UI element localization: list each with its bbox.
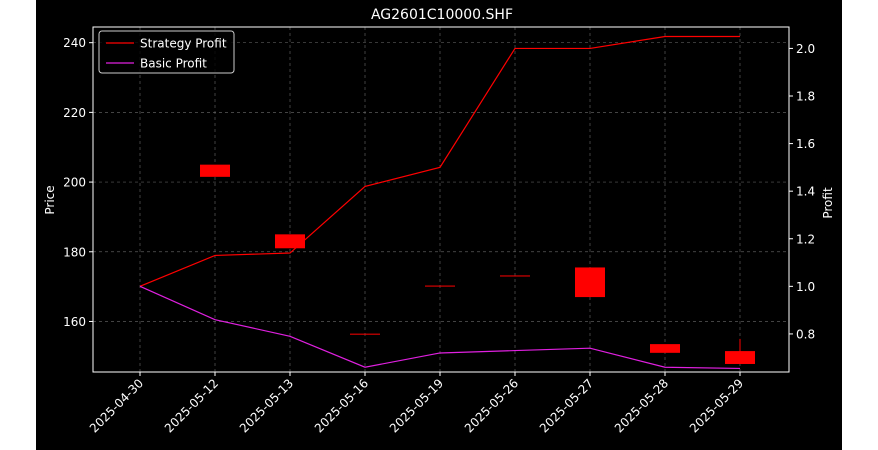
profit-line-basic-profit	[139, 285, 741, 370]
x-tick-label: 2025-05-26	[462, 376, 521, 435]
chart-svg: AG2601C10000.SHF 160 180 200 220 240 0.8 1.0 1…	[43, 7, 835, 435]
legend-label-basic: Basic Profit	[140, 57, 207, 71]
x-tick-label: 2025-05-16	[312, 376, 371, 435]
plot-frame	[92, 26, 790, 373]
right-y-tick-label: 1.2	[796, 232, 815, 246]
candle-body	[725, 351, 755, 364]
right-y-tick-label: 0.8	[796, 327, 815, 341]
x-tick-label: 2025-04-30	[87, 376, 146, 435]
left-y-tick-label: 220	[63, 106, 86, 120]
candle-body	[200, 164, 230, 177]
legend-label-strategy: Strategy Profit	[140, 37, 227, 51]
x-tick-label: 2025-05-27	[537, 376, 596, 435]
x-axis: 2025-04-30 2025-05-12 2025-05-13 2025-05-16…	[87, 372, 746, 435]
candle-body	[575, 267, 605, 298]
x-tick-label: 2025-05-29	[687, 376, 746, 435]
candles	[200, 164, 755, 364]
profit-line-strategy-profit	[139, 35, 740, 287]
left-y-tick-label: 240	[63, 36, 86, 50]
left-y-axis: 160 180 200 220 240	[63, 36, 93, 329]
profit-lines	[139, 35, 741, 370]
right-y-tick-label: 1.4	[796, 185, 815, 199]
candle-body	[425, 285, 455, 287]
chart-figure: AG2601C10000.SHF 160 180 200 220 240 0.8 1.0 1…	[36, 0, 842, 450]
right-y-tick-label: 1.0	[796, 280, 815, 294]
candle-body	[500, 275, 530, 277]
left-y-axis-label: Price	[43, 185, 57, 214]
right-y-tick-label: 1.8	[796, 90, 815, 104]
candle-body	[275, 234, 305, 249]
x-tick-label: 2025-05-13	[237, 376, 296, 435]
left-y-tick-label: 180	[63, 245, 86, 259]
candle-body	[650, 344, 680, 353]
left-y-tick-label: 200	[63, 176, 86, 190]
left-y-tick-label: 160	[63, 315, 86, 329]
candle-body	[350, 333, 380, 335]
x-tick-label: 2025-05-28	[612, 376, 671, 435]
right-y-tick-label: 2.0	[796, 42, 815, 56]
legend: Strategy Profit Basic Profit	[98, 30, 235, 74]
gridlines	[93, 27, 789, 372]
right-y-tick-label: 1.6	[796, 137, 815, 151]
right-y-axis-label: Profit	[821, 187, 835, 219]
x-tick-label: 2025-05-12	[162, 376, 221, 435]
x-tick-label: 2025-05-19	[387, 376, 446, 435]
chart-title: AG2601C10000.SHF	[371, 7, 513, 23]
right-y-axis: 0.8 1.0 1.2 1.4 1.6 1.8 2.0	[789, 42, 815, 341]
